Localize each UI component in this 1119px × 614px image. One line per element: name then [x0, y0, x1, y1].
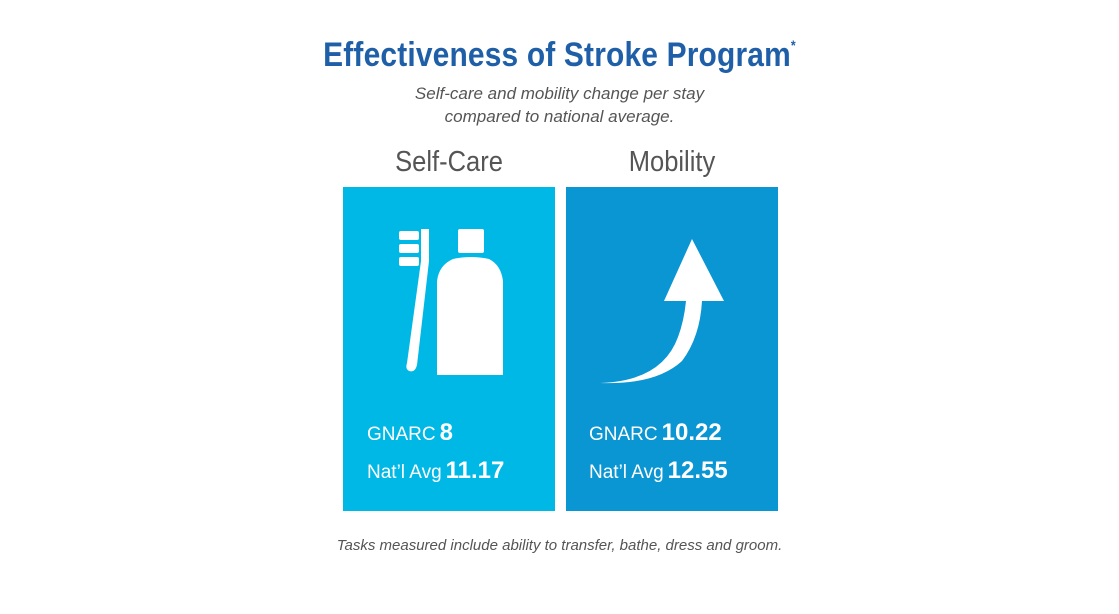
subtitle-line-2: compared to national average.	[444, 107, 675, 126]
national-avg-label: Nat’l Avg	[367, 462, 442, 483]
mobility-heading: Mobility	[628, 146, 716, 178]
self-care-gnarc-stat: GNARC 8	[367, 419, 453, 447]
self-care-heading: Self-Care	[395, 146, 503, 178]
title-text: Effectiveness of Stroke Program	[323, 36, 791, 74]
gnarc-value: 8	[439, 419, 453, 446]
self-care-national-avg-stat: Nat’l Avg 11.17	[367, 457, 504, 485]
gnarc-value: 10.22	[661, 419, 722, 446]
footnote: Tasks measured include ability to transf…	[336, 537, 783, 554]
page-subtitle: Self-care and mobility change per stay c…	[0, 82, 1119, 128]
mobility-national-avg-stat: Nat’l Avg 12.55	[589, 457, 728, 485]
mobility-panel: GNARC 10.22 Nat’l Avg 12.55	[566, 187, 778, 511]
gnarc-label: GNARC	[589, 424, 658, 445]
mobility-gnarc-stat: GNARC 10.22	[589, 419, 722, 447]
subtitle-line-1: Self-care and mobility change per stay	[414, 84, 705, 103]
national-avg-label: Nat’l Avg	[589, 462, 664, 483]
self-care-panel: GNARC 8 Nat’l Avg 11.17	[343, 187, 555, 511]
title-footnote-mark: *	[790, 36, 796, 53]
national-avg-value: 11.17	[445, 457, 505, 484]
toothbrush-toothpaste-icon	[399, 229, 503, 375]
page-title: Effectiveness of Stroke Program*	[67, 36, 1052, 75]
national-avg-value: 12.55	[667, 457, 728, 484]
curved-up-arrow-icon	[600, 239, 724, 384]
gnarc-label: GNARC	[367, 424, 436, 445]
